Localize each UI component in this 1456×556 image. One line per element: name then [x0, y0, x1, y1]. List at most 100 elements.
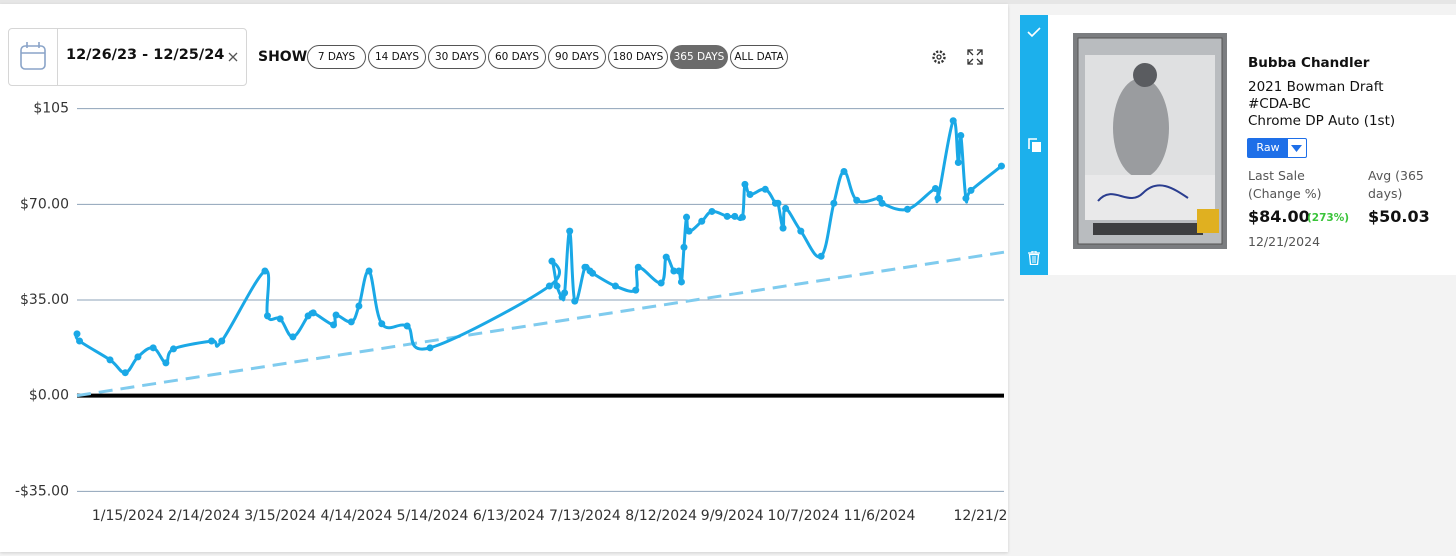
card-panel: Bubba Chandler 2021 Bowman Draft #CDA-BC C… — [1020, 15, 1456, 275]
set-line: Chrome DP Auto (1st) — [1248, 113, 1396, 129]
trend-line — [76, 250, 1005, 398]
date-range: 12/26/23 - 12/25/24 — [66, 47, 225, 63]
data-point — [738, 213, 746, 221]
data-point — [761, 185, 769, 193]
data-point — [545, 282, 553, 290]
data-point — [657, 279, 665, 287]
data-point — [261, 267, 269, 275]
data-point — [967, 186, 975, 194]
data-point — [774, 199, 782, 207]
data-point — [840, 168, 848, 176]
x-tick-label: 9/9/2024 — [701, 508, 764, 524]
data-point — [581, 263, 589, 271]
last-sale-date: 12/21/2024 — [1248, 234, 1321, 249]
calendar-button[interactable] — [9, 29, 58, 85]
action-strip — [1020, 15, 1048, 275]
settings-icon[interactable] — [930, 48, 948, 66]
data-point — [289, 333, 297, 341]
data-point — [73, 330, 81, 338]
show-label: SHOW — [258, 49, 308, 65]
trash-icon[interactable] — [1028, 251, 1040, 265]
range-button[interactable]: 14 DAYS — [368, 45, 426, 69]
data-point — [741, 180, 749, 188]
x-tick-label: 8/12/2024 — [625, 508, 697, 524]
grade-select[interactable]: Raw — [1247, 138, 1307, 158]
check-icon[interactable] — [1027, 26, 1041, 38]
data-point — [670, 267, 678, 275]
range-button[interactable]: 365 DAYS — [670, 45, 728, 69]
data-point — [878, 199, 886, 207]
grade: Raw — [1248, 139, 1288, 157]
x-tick-label: 12/21/2024 — [953, 508, 1008, 524]
data-point — [662, 253, 670, 261]
card-set: 2021 Bowman Draft #CDA-BC Chrome DP Auto (… — [1248, 79, 1395, 130]
data-point — [903, 205, 911, 213]
data-point — [571, 297, 579, 305]
x-tick-label: 1/15/2024 — [92, 508, 164, 524]
data-point — [685, 227, 693, 235]
data-point — [817, 252, 825, 260]
expand-icon[interactable] — [967, 49, 983, 65]
data-point — [853, 196, 861, 204]
data-point — [634, 263, 642, 271]
data-point — [683, 213, 691, 221]
range-button[interactable]: 60 DAYS — [488, 45, 546, 69]
data-point — [304, 312, 312, 320]
top-strip — [0, 0, 1456, 4]
data-point — [561, 289, 569, 297]
set-line: #CDA-BC — [1248, 96, 1311, 112]
data-point — [276, 315, 284, 323]
data-point — [589, 269, 597, 277]
range-button[interactable]: 180 DAYS — [608, 45, 668, 69]
data-point — [962, 194, 970, 202]
y-tick-label: $70.00 — [20, 196, 69, 212]
data-point — [330, 321, 338, 329]
data-point — [403, 322, 411, 330]
player-name: Bubba Chandler — [1248, 55, 1370, 71]
data-point — [106, 356, 114, 364]
data-point — [76, 337, 84, 345]
data-point — [746, 190, 754, 198]
data-point — [309, 309, 317, 317]
data-point — [797, 227, 805, 235]
data-point — [149, 344, 157, 352]
range-button[interactable]: 90 DAYS — [548, 45, 606, 69]
data-point — [208, 337, 216, 345]
y-tick-label: -$35.00 — [15, 483, 69, 499]
card-image — [1073, 33, 1227, 249]
data-point — [365, 267, 373, 275]
copy-icon[interactable] — [1028, 138, 1042, 153]
data-point — [566, 227, 574, 235]
data-point — [934, 194, 942, 202]
range-button[interactable]: 7 DAYS — [307, 45, 366, 69]
data-point — [134, 353, 142, 361]
x-tick-label: 7/13/2024 — [549, 508, 621, 524]
clear-icon[interactable] — [227, 51, 239, 63]
data-point — [957, 131, 965, 139]
data-point — [698, 217, 706, 225]
range-button[interactable]: ALL DATA — [730, 45, 788, 69]
x-tick-label: 2/14/2024 — [168, 508, 240, 524]
y-tick-label: $0.00 — [29, 388, 69, 404]
set-line: 2021 Bowman Draft — [1248, 79, 1384, 95]
data-point — [347, 318, 355, 326]
data-point — [378, 320, 386, 328]
data-point — [553, 282, 561, 290]
data-point — [332, 311, 340, 319]
data-point — [830, 199, 838, 207]
data-point — [997, 162, 1005, 170]
date-picker[interactable]: 12/26/23 - 12/25/24 — [8, 28, 247, 86]
x-tick-label: 5/14/2024 — [397, 508, 469, 524]
price-line — [74, 119, 1003, 375]
data-point — [632, 286, 640, 294]
range-button[interactable]: 30 DAYS — [428, 45, 486, 69]
x-tick-label: 3/15/2024 — [244, 508, 316, 524]
data-point — [611, 282, 619, 290]
data-point — [782, 204, 790, 212]
x-tick-label: 6/13/2024 — [473, 508, 545, 524]
data-point — [680, 243, 688, 251]
data-point — [121, 369, 129, 377]
data-point — [548, 257, 556, 265]
